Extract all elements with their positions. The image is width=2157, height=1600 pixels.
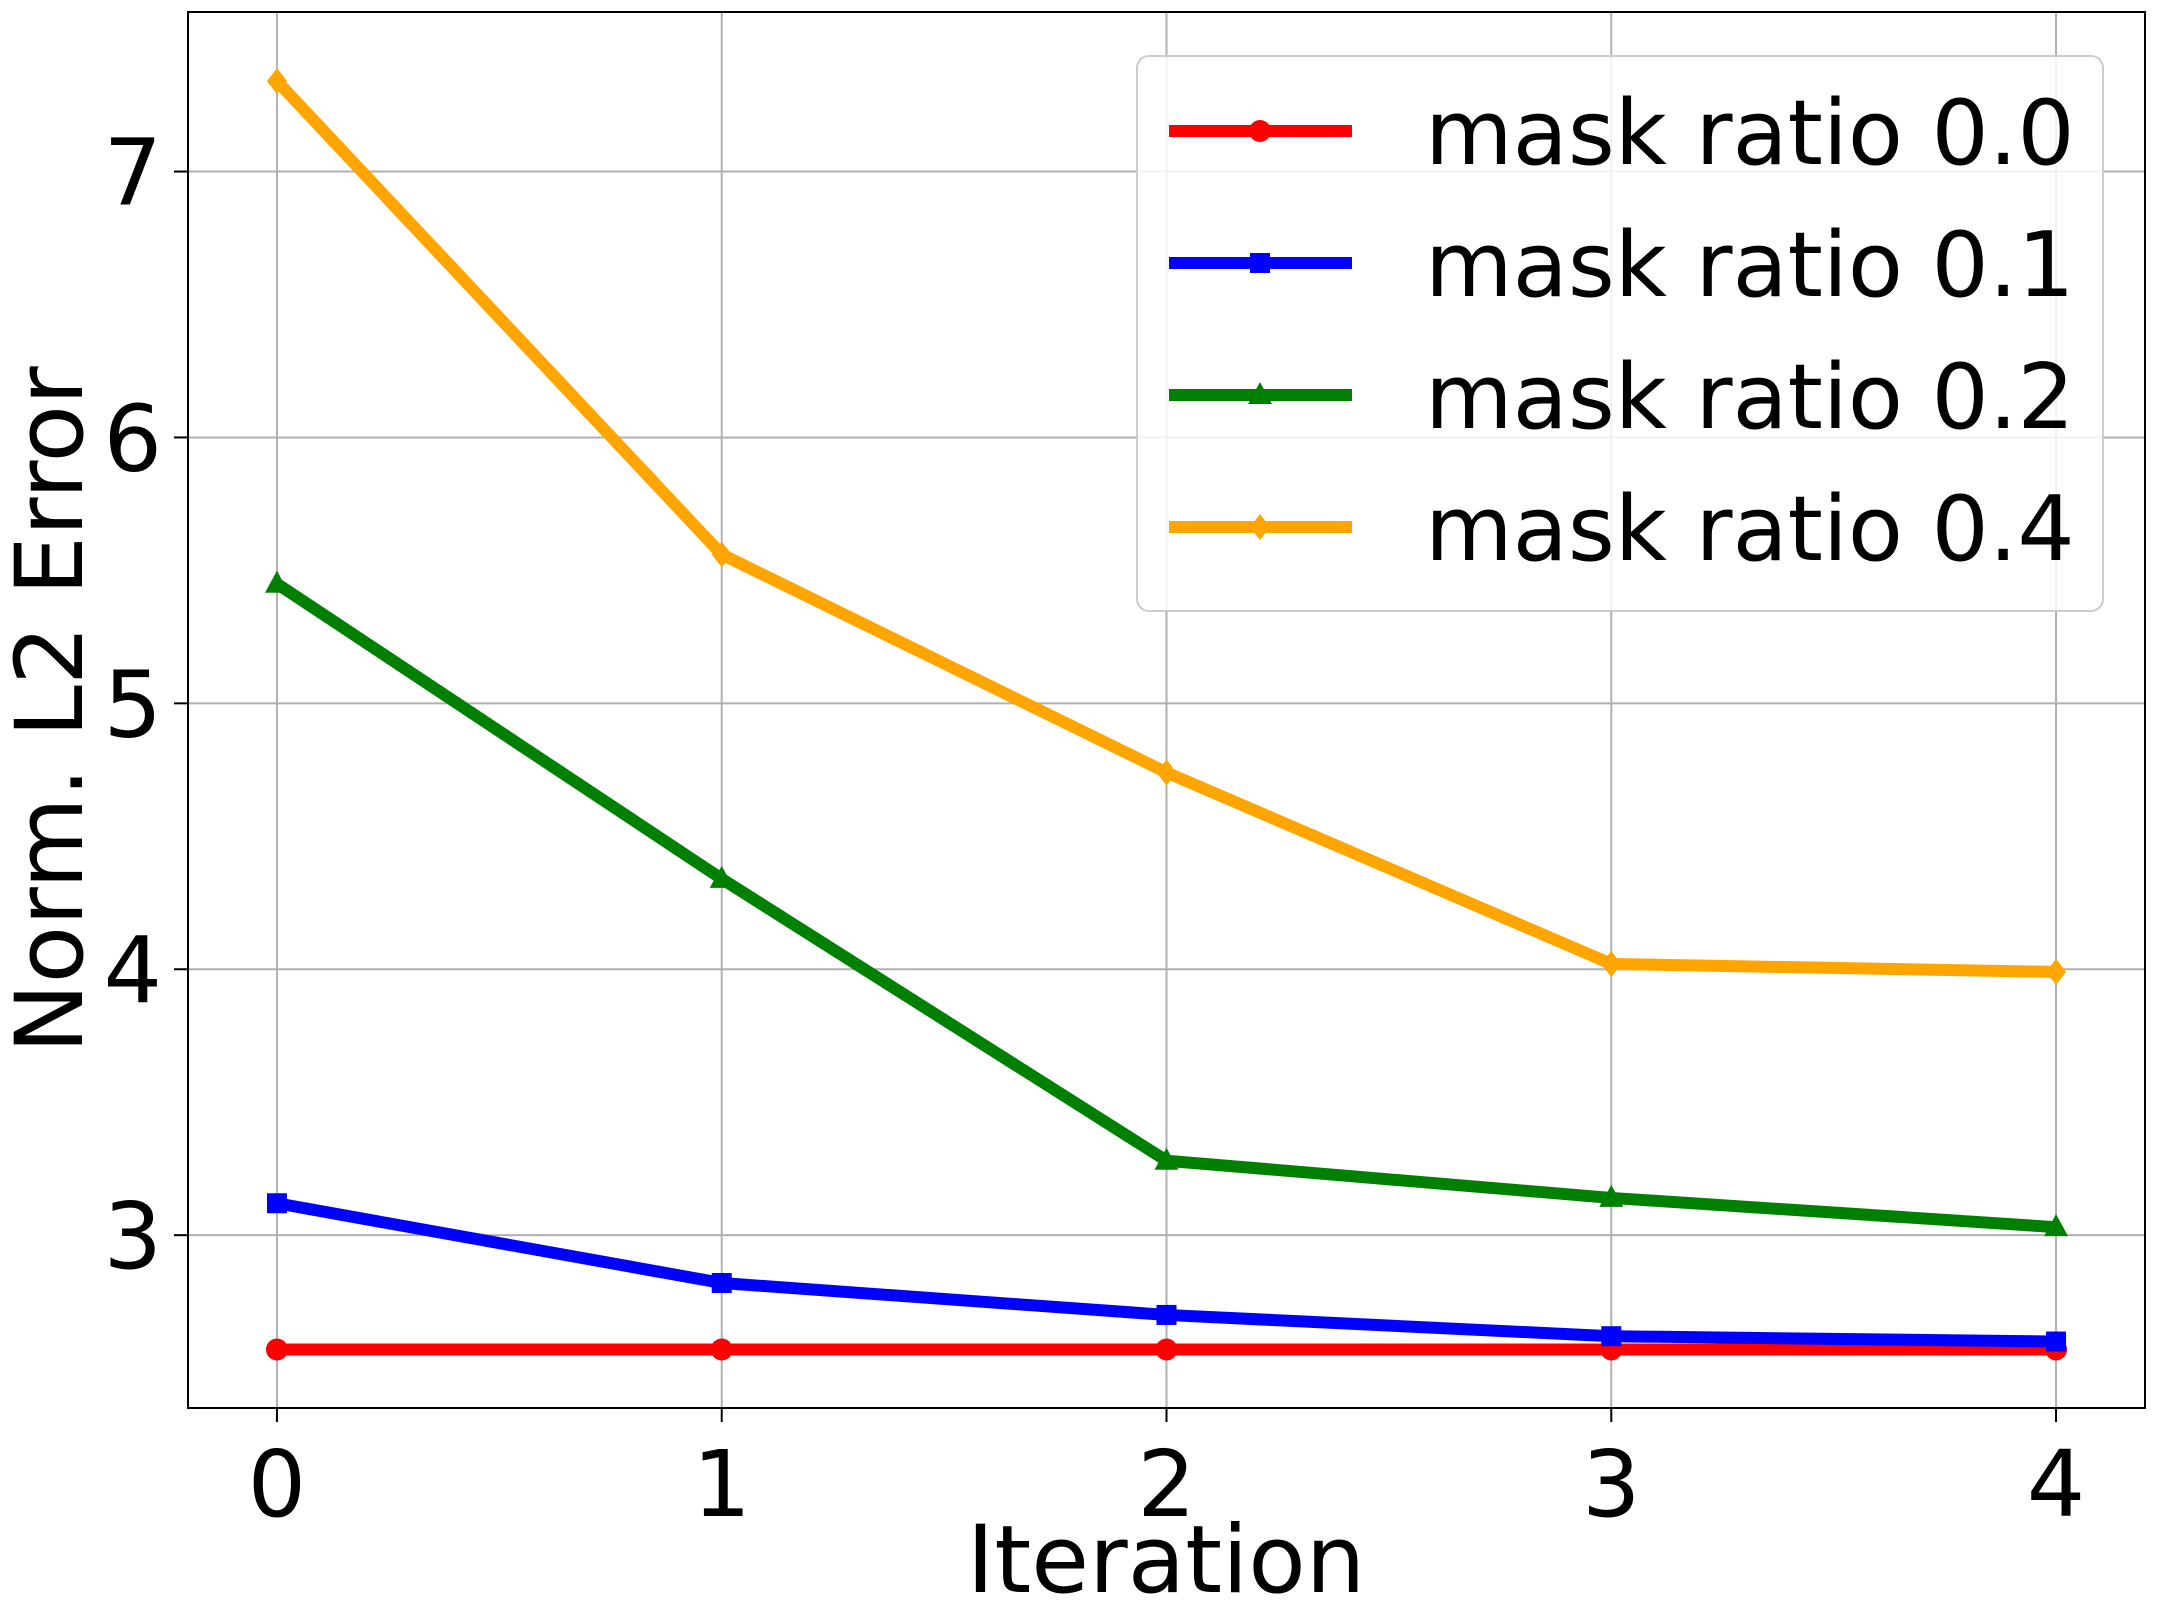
data-point	[1601, 950, 1622, 977]
data-point	[264, 570, 289, 593]
legend-label: mask ratio 0.4	[1425, 477, 2075, 582]
y-tick-label: 3	[103, 1183, 162, 1290]
data-point	[265, 1338, 288, 1361]
y-tick-label: 7	[103, 120, 162, 227]
data-point	[2044, 1214, 2069, 1237]
data-point	[710, 1338, 733, 1361]
data-point	[1155, 1338, 1178, 1361]
y-tick-label: 4	[103, 917, 162, 1024]
y-axis-label: Norm. L2 Error	[0, 366, 105, 1054]
y-tick-label: 6	[103, 385, 162, 492]
legend-marker	[1250, 514, 1270, 540]
x-tick-label: 1	[692, 1431, 751, 1538]
legend-label: mask ratio 0.1	[1425, 213, 2075, 318]
x-tick-label: 0	[248, 1431, 307, 1538]
legend-label: mask ratio 0.0	[1425, 81, 2075, 186]
data-point	[2046, 958, 2067, 985]
x-axis-label: Iteration	[967, 1506, 1366, 1600]
data-point	[709, 865, 734, 888]
data-point	[1156, 1304, 1177, 1325]
data-point	[266, 1193, 287, 1214]
data-point	[2046, 1331, 2067, 1352]
data-point	[711, 1273, 732, 1294]
x-tick-label: 4	[2027, 1431, 2086, 1538]
data-point	[1156, 759, 1177, 786]
y-tick-label: 5	[103, 651, 162, 758]
series-markers	[264, 68, 2069, 1361]
data-point	[1599, 1184, 1624, 1207]
data-point	[1154, 1147, 1179, 1170]
axis-ticks: 0 1 2 3 4 3 4 5 6 7	[103, 120, 2085, 1538]
legend-label: mask ratio 0.2	[1425, 345, 2075, 450]
legend: mask ratio 0.0 mask ratio 0.1 mask ratio 0…	[1136, 55, 2104, 612]
data-point	[266, 68, 287, 95]
x-tick-label: 2	[1137, 1431, 1196, 1538]
x-tick-label: 3	[1582, 1431, 1641, 1538]
data-point	[711, 541, 732, 568]
legend-box	[1136, 55, 2104, 612]
legend-marker	[1250, 253, 1270, 273]
data-point	[1601, 1326, 1622, 1347]
legend-marker	[1248, 382, 1272, 404]
legend-marker	[1249, 120, 1271, 142]
